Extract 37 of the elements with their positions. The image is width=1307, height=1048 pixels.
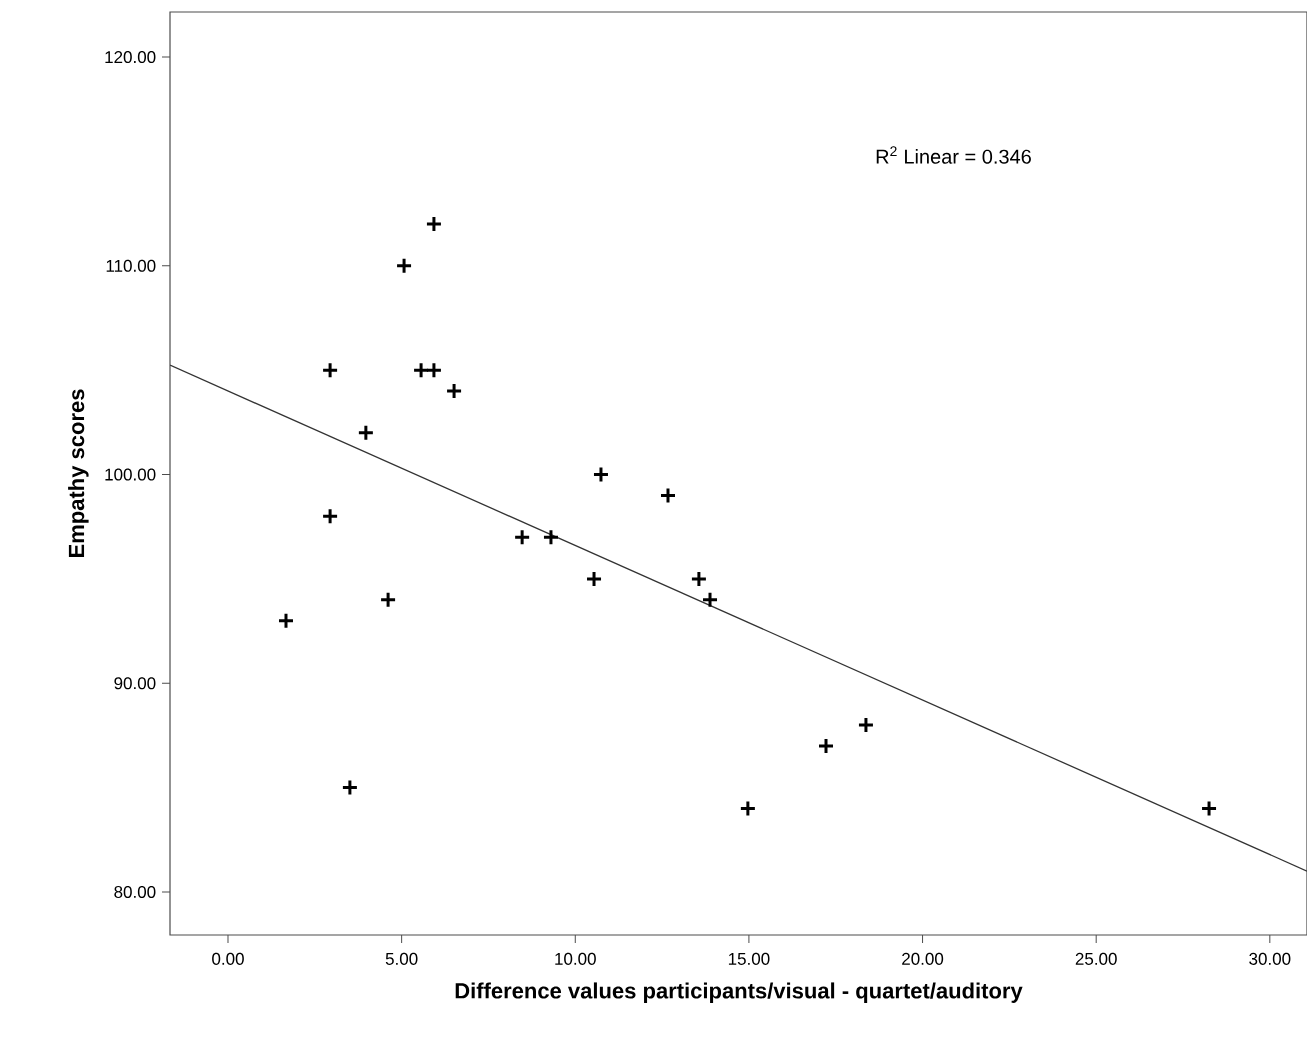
y-tick-label: 100.00 (105, 468, 156, 481)
x-tick-label: 25.00 (1075, 952, 1117, 965)
point (585, 570, 603, 588)
point (445, 382, 463, 400)
point (395, 257, 413, 275)
x-tick-label: 0.00 (212, 952, 244, 965)
y-axis-title: Empathy scores (68, 389, 89, 557)
point (542, 528, 560, 546)
point (1200, 800, 1218, 817)
point (357, 424, 375, 442)
x-tick-label: 5.00 (385, 952, 418, 965)
point (701, 591, 719, 609)
point (857, 716, 875, 734)
point (277, 612, 295, 630)
point (341, 779, 359, 797)
y-tick-label: 80.00 (114, 885, 156, 899)
y-tick-label: 110.00 (106, 259, 156, 272)
point (592, 466, 610, 484)
annotation: R$^{2}$ Linear = 0.346 (876, 146, 1031, 164)
point (739, 800, 757, 817)
point (412, 361, 430, 379)
point (379, 591, 397, 609)
point (321, 507, 339, 525)
x-tick-label: 20.00 (902, 952, 944, 965)
point (513, 528, 531, 546)
y-tick-label: 120.00 (105, 51, 156, 64)
x-tick-label: 10.00 (555, 952, 596, 965)
point (659, 486, 677, 504)
x-tick-label: 15.00 (728, 952, 770, 965)
point (690, 570, 708, 588)
y-tick-label: 90.00 (114, 677, 156, 690)
point (321, 361, 339, 379)
x-axis-title: Difference values participants/visual - quartet/auditory (455, 982, 1023, 1003)
point (425, 361, 443, 379)
point (425, 215, 443, 233)
x-tick-label: 30.00 (1249, 952, 1291, 965)
point (817, 737, 835, 755)
